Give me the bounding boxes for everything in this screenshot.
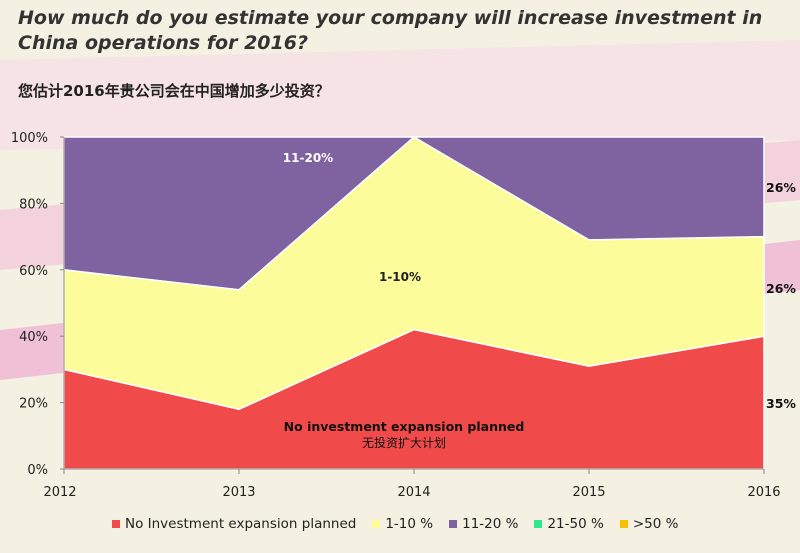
- y-tick-label: 20%: [19, 397, 48, 412]
- y-tick-label: 80%: [19, 197, 48, 212]
- x-tick-label: 2014: [397, 485, 430, 500]
- chart-subtitle-chinese: 您估计2016年贵公司会在中国增加多少投资？: [18, 82, 330, 100]
- area-series-2: [63, 136, 765, 291]
- legend-swatch: [112, 520, 120, 528]
- chart-title: How much do you estimate your company wi…: [18, 7, 763, 54]
- annotation-1-10: 1-10%: [379, 270, 421, 284]
- legend-item-4: >50 %: [619, 516, 679, 532]
- legend-label: 21-50 %: [547, 516, 604, 532]
- y-tick-label: 40%: [19, 330, 48, 345]
- x-tick-label: 2012: [43, 485, 76, 500]
- legend-label: No Investment expansion planned: [125, 516, 357, 532]
- legend-swatch: [534, 520, 543, 528]
- x-tick-label: 2016: [747, 485, 780, 500]
- x-axis-ticks: 2012 2013 2014 2015 2016: [43, 469, 781, 500]
- legend-label: >50 %: [632, 516, 679, 532]
- legend-swatch: [372, 520, 381, 528]
- series-areas: [63, 136, 765, 470]
- x-tick-label: 2015: [572, 485, 605, 500]
- right-label-mid: 26%: [766, 281, 796, 296]
- legend-item-3: 21-50 %: [534, 516, 604, 532]
- y-axis-ticks: 0% 20% 40% 60% 80% 100%: [11, 131, 64, 478]
- legend-label: 1-10 %: [385, 516, 434, 532]
- chart-legend: No Investment expansion planned 1-10 % 11-…: [112, 516, 678, 532]
- legend-item-1: 1-10 %: [372, 516, 433, 532]
- annotation-11-20: 11-20%: [283, 151, 333, 165]
- y-tick-label: 60%: [19, 264, 48, 279]
- legend-label: 11-20 %: [462, 516, 519, 532]
- y-tick-label: 100%: [11, 131, 48, 146]
- annotation-no-investment-en: No investment expansion planned: [284, 419, 525, 434]
- right-label-top: 26%: [766, 180, 796, 195]
- legend-swatch: [449, 520, 458, 528]
- legend-swatch: [619, 520, 628, 528]
- legend-item-0: No Investment expansion planned: [112, 516, 356, 532]
- y-tick-label: 0%: [27, 463, 48, 478]
- x-tick-label: 2013: [222, 485, 255, 500]
- legend-item-2: 11-20 %: [449, 516, 518, 532]
- annotation-no-investment-cn: 无投资扩大计划: [362, 435, 446, 450]
- right-label-bottom: 35%: [766, 396, 796, 411]
